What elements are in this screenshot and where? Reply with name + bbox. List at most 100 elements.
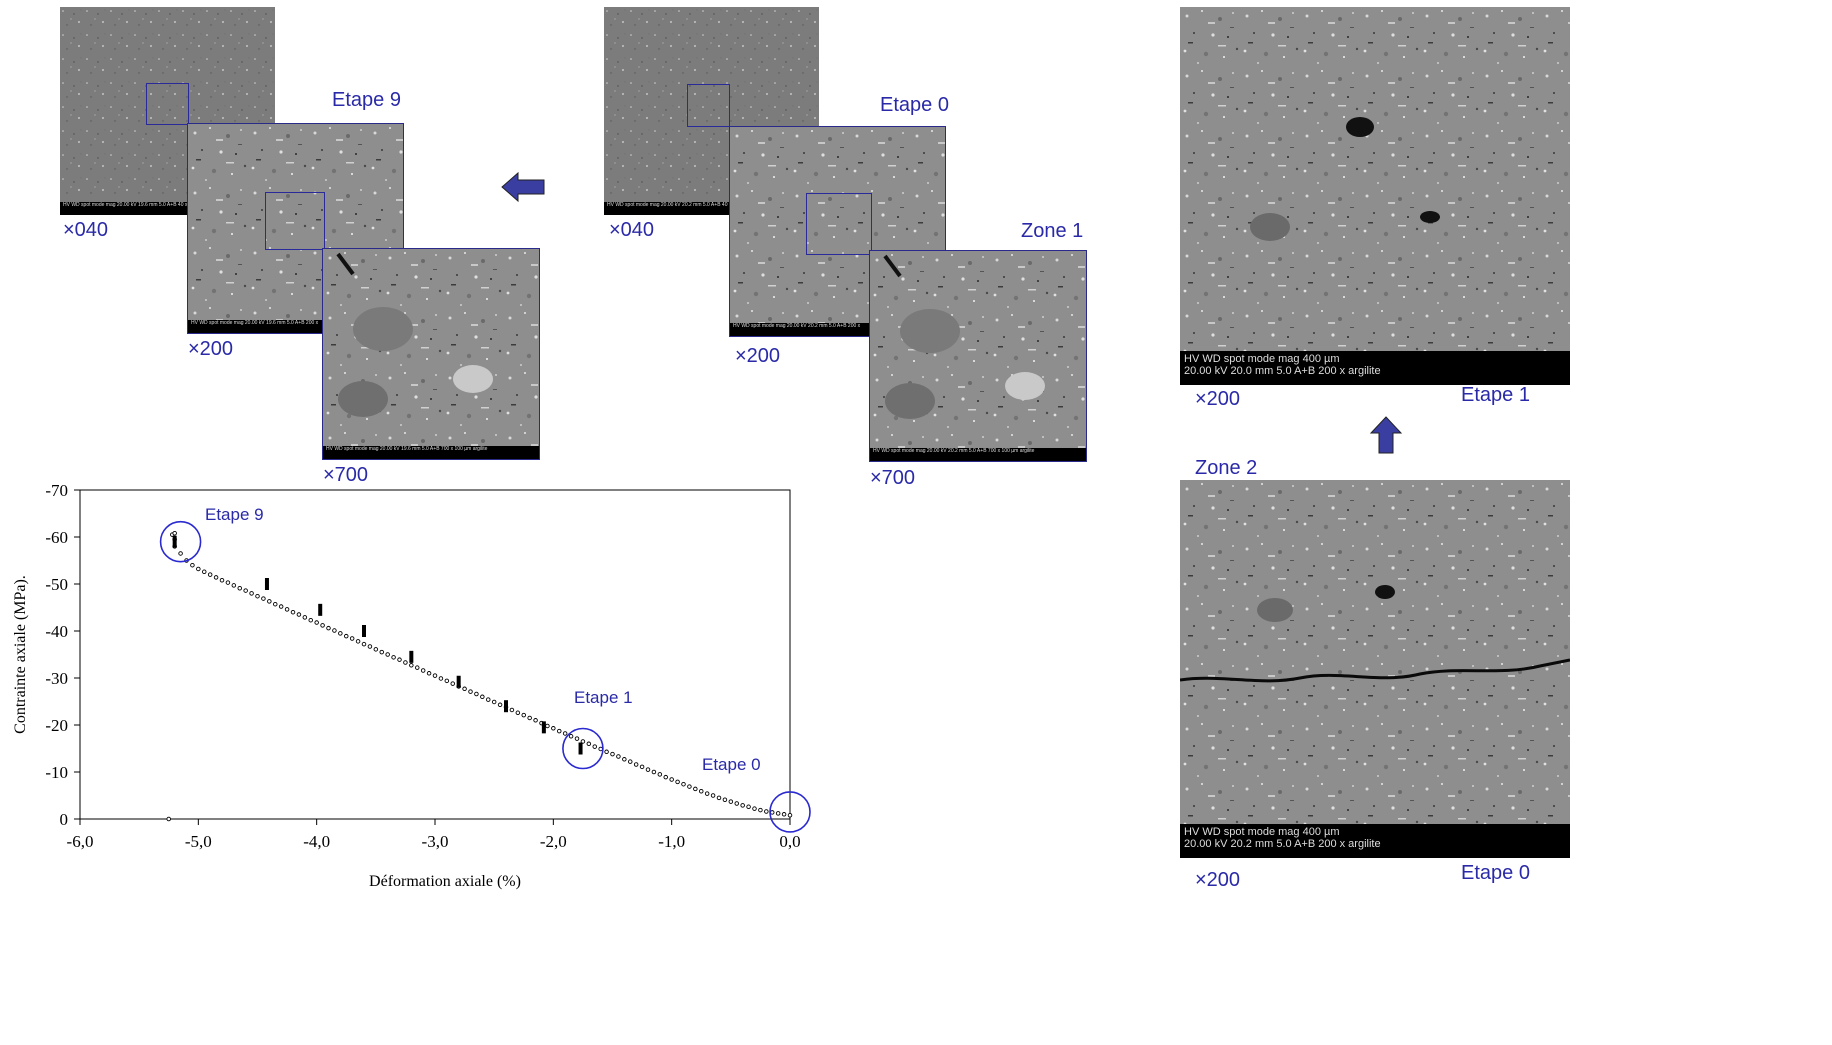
data-point — [243, 588, 248, 593]
data-point — [426, 671, 432, 676]
data-point — [361, 641, 367, 647]
mag-label-x200-right-bottom: ×200 — [1195, 869, 1241, 891]
mag-label-x200-left: ×200 — [188, 338, 234, 360]
sem-info-bar: HV WD spot mode mag 20.00 kV 20.2 mm 5.0… — [870, 448, 1086, 461]
data-point — [237, 585, 242, 591]
data-point — [255, 593, 260, 599]
data-point — [580, 739, 586, 744]
sem-image-left-x040: HV WD spot mode mag 20.00 kV 19.6 mm 5.0… — [60, 7, 275, 215]
sem-image-left-x700: HV WD spot mode mag 20.00 kV 19.6 mm 5.0… — [322, 248, 540, 460]
data-point — [758, 807, 763, 813]
y-tick-label: -40 — [45, 622, 68, 641]
data-point — [604, 749, 609, 755]
data-point — [219, 577, 225, 583]
sem-info-bar: HV WD spot mode mag 400 µm 20.00 kV 20.2… — [1180, 824, 1570, 858]
data-point — [178, 551, 183, 556]
mag-label-x700-left: ×700 — [323, 464, 369, 486]
data-point — [338, 631, 343, 636]
data-point — [231, 583, 237, 588]
data-point — [409, 663, 414, 668]
data-point — [201, 569, 207, 575]
data-point — [734, 801, 740, 806]
data-point — [355, 639, 361, 644]
data-point — [397, 657, 402, 662]
x-tick-label: -6,0 — [67, 832, 94, 851]
relaxation-marker — [172, 535, 177, 548]
mag-label-x040-middle: ×040 — [609, 219, 655, 241]
sem-info-bar: HV WD spot mode mag 400 µm 20.00 kV 20.0… — [1180, 351, 1570, 385]
x-tick-label: -5,0 — [185, 832, 212, 851]
data-point — [699, 789, 704, 794]
data-point — [598, 746, 603, 752]
data-point — [278, 604, 284, 609]
relaxation-marker — [264, 578, 269, 590]
y-tick-label: -10 — [45, 763, 68, 782]
data-point — [468, 689, 473, 694]
data-point — [462, 686, 467, 692]
x-tick-label: -3,0 — [422, 832, 449, 851]
data-point — [261, 596, 266, 601]
x-tick-label: -4,0 — [303, 832, 330, 851]
data-point — [568, 734, 574, 739]
data-point — [533, 718, 538, 723]
y-tick-label: -50 — [45, 575, 68, 594]
data-point — [770, 810, 775, 815]
data-point — [740, 803, 745, 808]
data-point — [562, 731, 568, 736]
etape-1-label-right: Etape 1 — [1461, 384, 1530, 406]
data-point — [693, 786, 698, 792]
data-point — [728, 799, 734, 804]
y-tick-label: -60 — [45, 528, 68, 547]
data-point — [379, 649, 385, 655]
data-point — [527, 715, 532, 721]
data-point — [403, 660, 408, 665]
data-point — [438, 676, 444, 681]
data-point — [645, 767, 651, 772]
data-point — [639, 764, 645, 770]
data-point — [284, 607, 290, 612]
data-point — [704, 791, 710, 796]
data-point — [172, 530, 177, 536]
etape-0-label-top: Etape 0 — [880, 94, 949, 116]
data-point — [385, 652, 390, 657]
zoom-selection-box — [806, 193, 872, 255]
relaxation-marker — [409, 650, 414, 663]
zoom-selection-box — [687, 84, 730, 127]
data-point — [391, 655, 396, 660]
y-tick-label: -70 — [45, 481, 68, 500]
zoom-selection-box — [265, 192, 325, 250]
stress-strain-chart: -6,0 -5,0 -4,0 -3,0 -2,0 -1,0 0,0 -70 -60 -50 -40 -… — [12, 481, 811, 890]
data-point — [657, 772, 663, 777]
zone-2-label: Zone 2 — [1195, 457, 1258, 479]
data-point — [474, 691, 479, 697]
data-point — [781, 812, 787, 817]
data-point — [349, 636, 355, 641]
data-point — [207, 572, 213, 577]
data-point — [480, 694, 485, 700]
data-point — [592, 744, 598, 749]
arrow-up-icon — [1369, 416, 1403, 454]
relaxation-marker — [456, 675, 461, 688]
annotation-label: Etape 9 — [205, 505, 264, 524]
data-point — [574, 736, 580, 741]
sem-image-left-x200: HV WD spot mode mag 20.00 kV 19.6 mm 5.0… — [187, 123, 404, 334]
arrow-left-icon — [501, 171, 545, 203]
zone-1-label: Zone 1 — [1021, 220, 1084, 242]
data-point — [716, 795, 722, 801]
data-point — [373, 647, 379, 652]
data-point — [681, 781, 686, 787]
mag-label-x200-right-top: ×200 — [1195, 388, 1241, 410]
data-point — [633, 762, 639, 767]
zoom-selection-box — [146, 83, 189, 125]
annotation-circle — [769, 791, 811, 833]
annotation-circle — [562, 727, 604, 770]
data-point — [509, 707, 515, 713]
x-tick-label: 0,0 — [779, 832, 800, 851]
data-point — [687, 784, 692, 789]
relaxation-marker — [578, 742, 583, 755]
data-point — [486, 697, 491, 702]
data-point — [557, 728, 562, 734]
y-tick-label: -20 — [45, 716, 68, 735]
data-point — [622, 757, 627, 762]
mag-label-x040-left: ×040 — [63, 219, 109, 241]
